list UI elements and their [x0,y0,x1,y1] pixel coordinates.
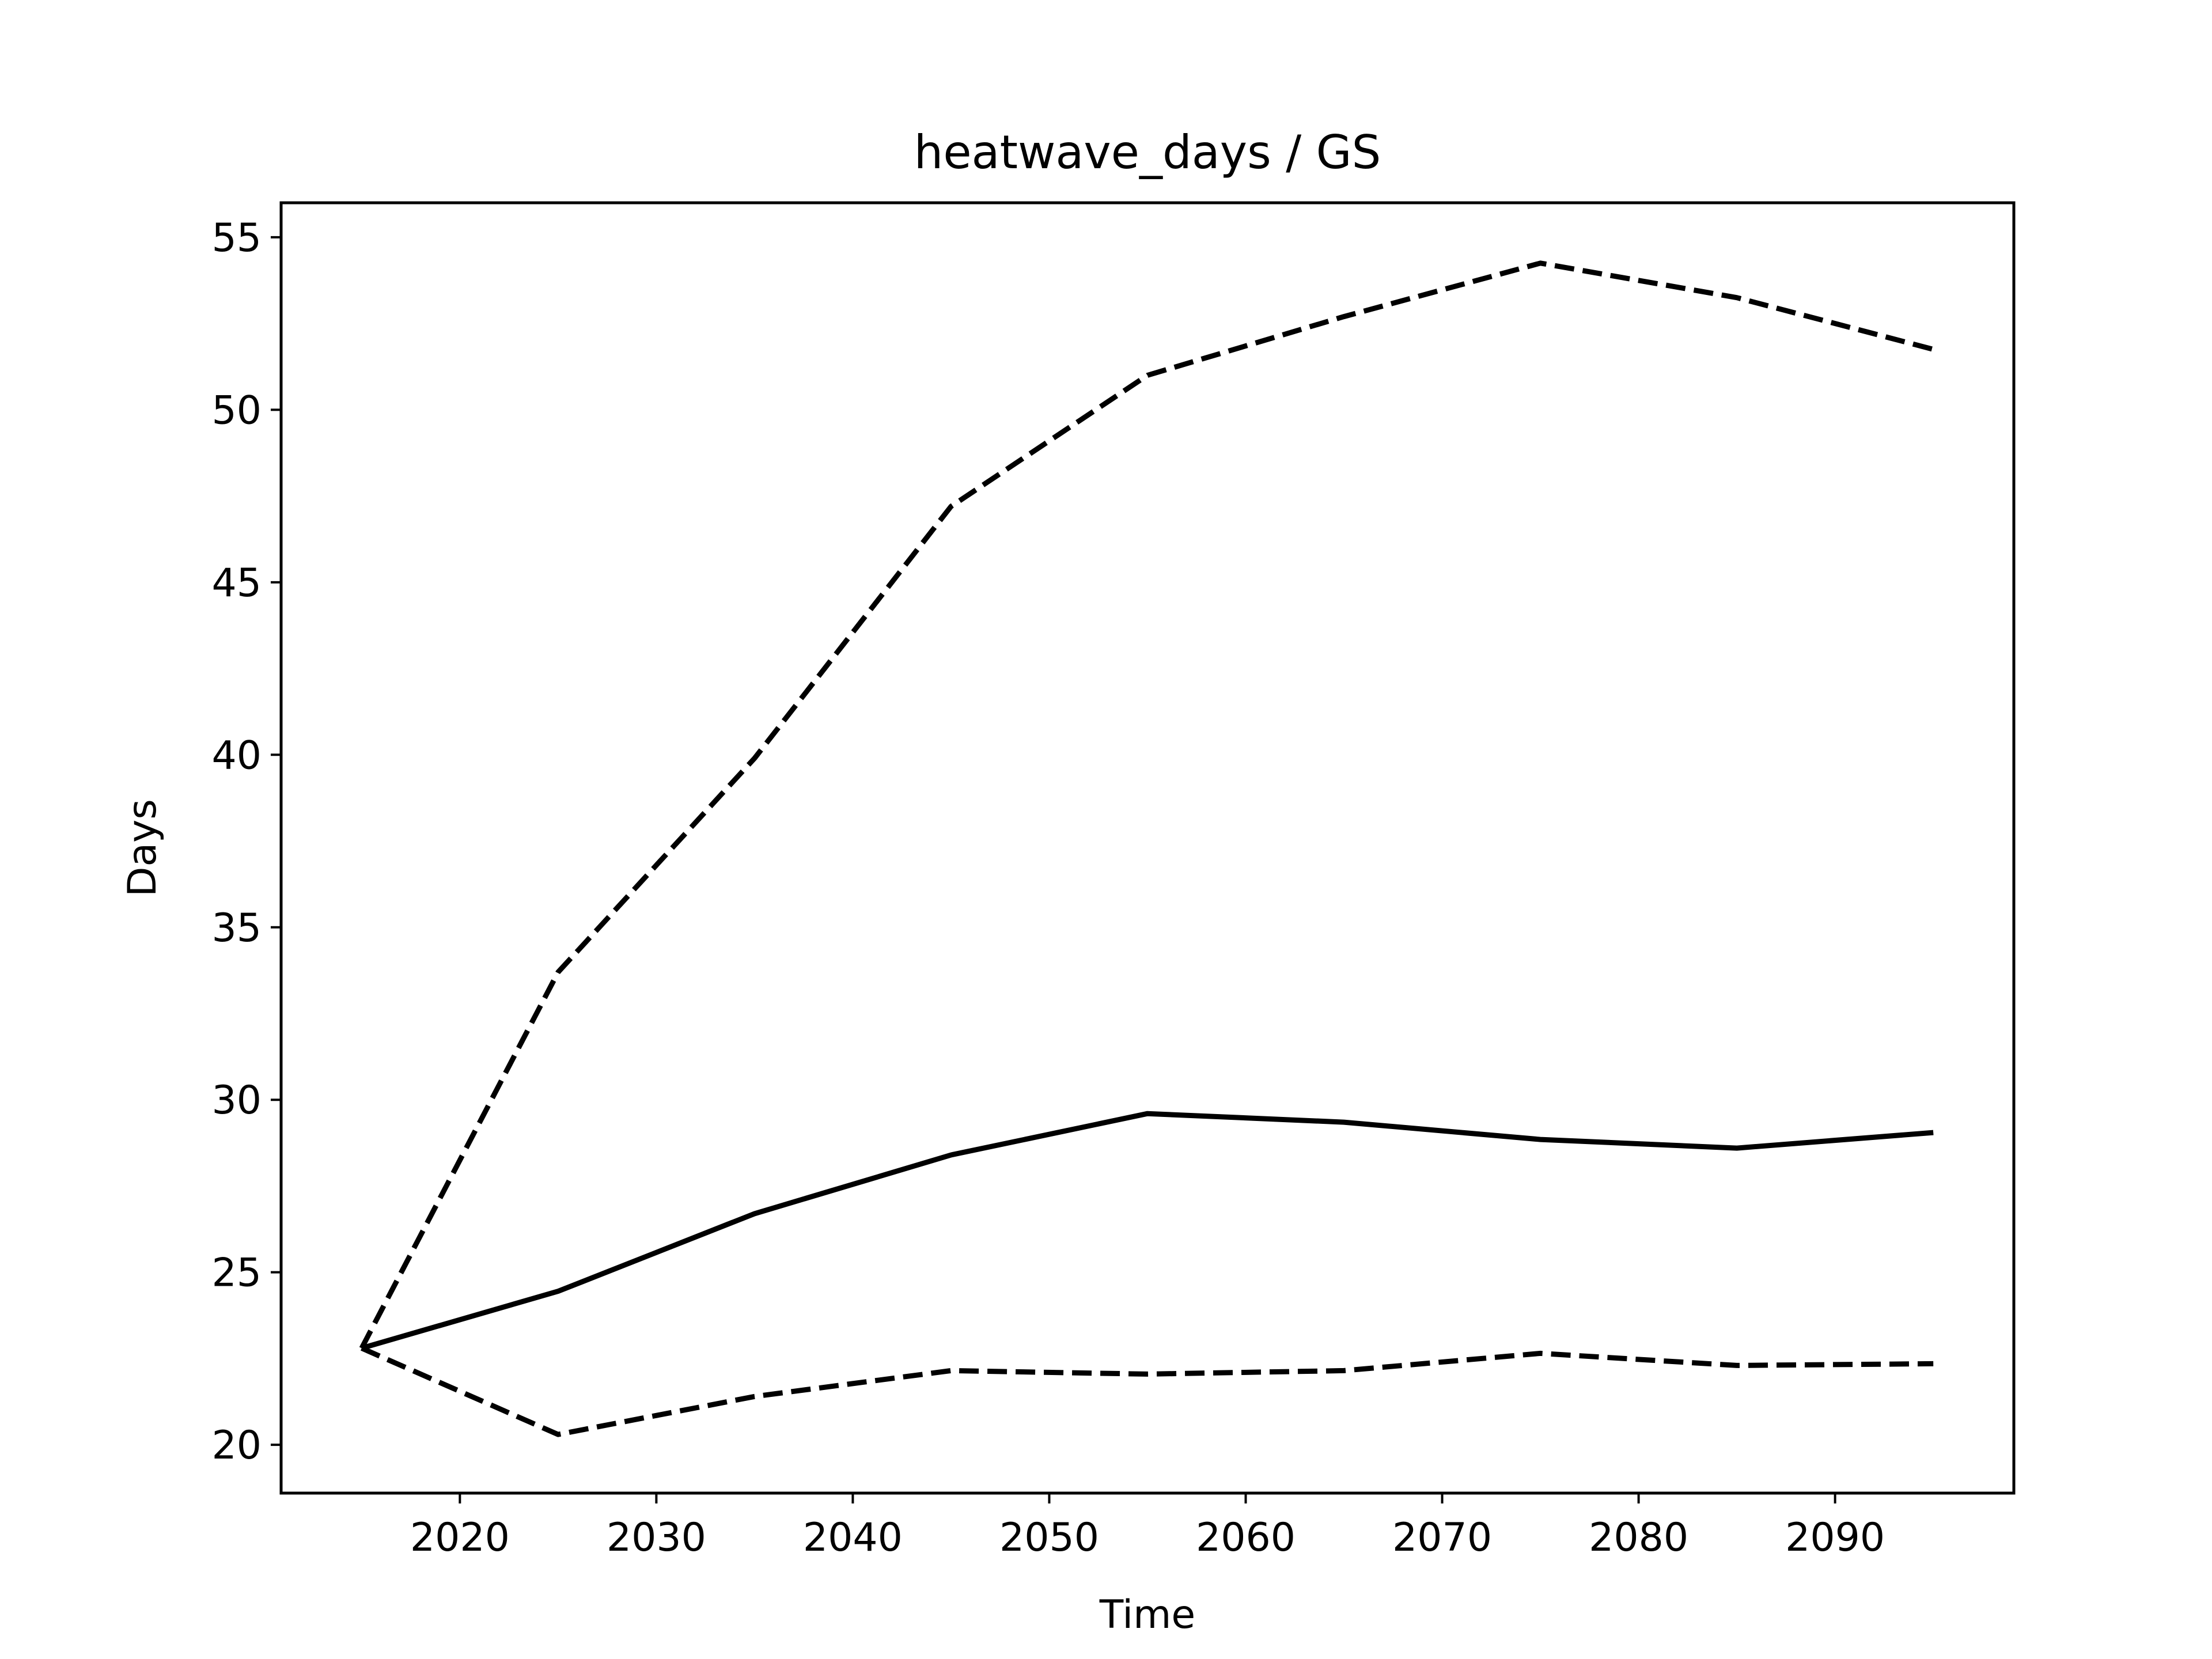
x-tick-label: 2050 [999,1515,1099,1560]
y-tick-label: 30 [211,1078,262,1123]
x-axis-ticks: 2020 2030 2040 2050 2060 2070 2080 2090 [410,1493,1885,1560]
y-tick-label: 35 [211,906,262,951]
series-line-2 [359,260,1934,1350]
x-tick-label: 2030 [607,1515,706,1560]
series-line-1 [361,1111,1934,1351]
plot-frame [279,201,2016,1495]
y-tick-label: 50 [211,388,262,433]
y-axis-ticks: 20 25 30 35 40 45 50 55 [211,215,281,1468]
x-tick-label: 2070 [1392,1515,1492,1560]
plot-lines [359,260,1934,1437]
x-tick-label: 2020 [410,1515,510,1560]
x-axis-label: Time [1099,1592,1195,1638]
y-axis-label: Days [120,799,165,897]
y-tick-label: 20 [211,1423,262,1468]
x-tick-label: 2090 [1785,1515,1885,1560]
y-tick-label: 40 [211,733,262,778]
series-line-3 [360,1346,1934,1437]
x-tick-label: 2040 [803,1515,903,1560]
chart-title: heatwave_days / GS [914,126,1381,179]
x-tick-label: 2080 [1589,1515,1688,1560]
x-tick-label: 2060 [1196,1515,1296,1560]
y-tick-label: 25 [211,1251,262,1296]
y-tick-label: 55 [211,215,262,261]
y-tick-label: 45 [211,560,262,606]
